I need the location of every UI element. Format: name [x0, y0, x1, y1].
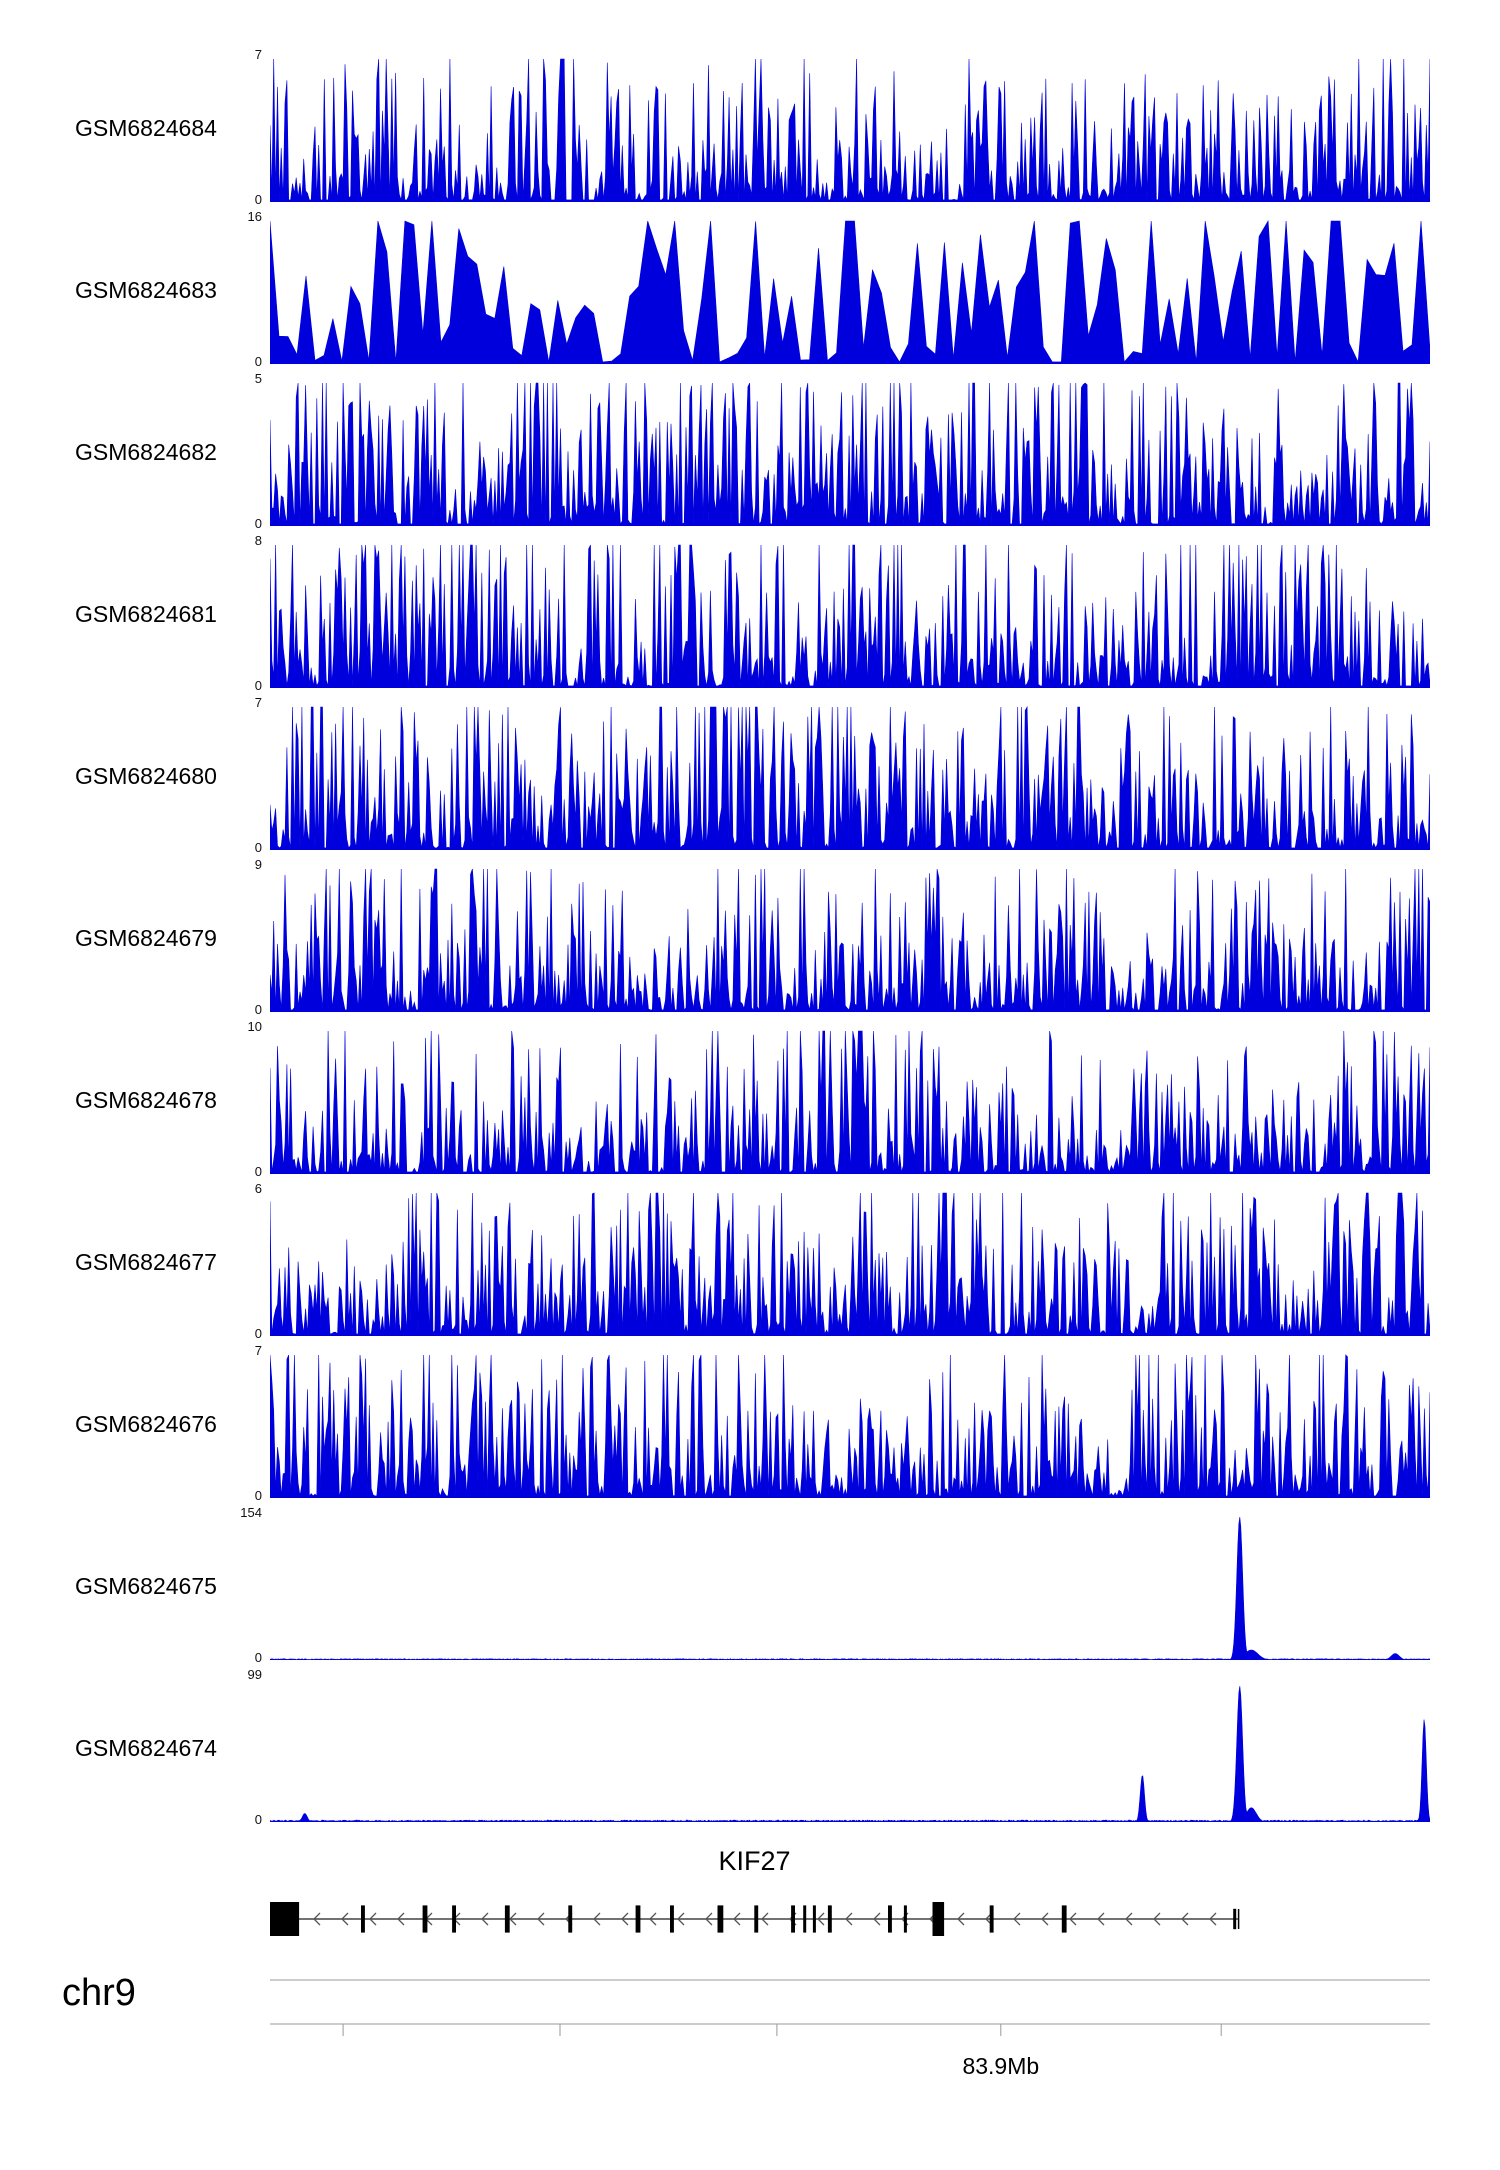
coverage-signal-plot — [270, 703, 1430, 850]
y-max-label: 10 — [247, 1019, 262, 1034]
y-max-label: 154 — [240, 1505, 262, 1520]
signal-area — [270, 1517, 1430, 1660]
gene-model-section: KIF27 — [270, 1846, 1430, 1951]
y-max-label: 7 — [254, 695, 262, 710]
track-row: GSM6824675 154 0 — [0, 1505, 1430, 1665]
y-max-label: 7 — [254, 1343, 262, 1358]
y-zero-label: 0 — [254, 192, 262, 207]
signal-area — [270, 220, 1430, 364]
track-sample-label: GSM6824682 — [75, 439, 217, 465]
track-y-axis: 5 0 — [225, 371, 270, 531]
track-y-axis: 6 0 — [225, 1181, 270, 1341]
y-max-label: 99 — [247, 1667, 262, 1682]
gene-structure-drawing — [270, 1902, 1240, 1936]
track-y-axis: 154 0 — [225, 1505, 270, 1665]
coverage-signal-plot — [270, 217, 1430, 364]
y-max-label: 5 — [254, 371, 262, 386]
track-row: GSM6824684 7 0 — [0, 47, 1430, 207]
coverage-tracks: GSM6824684 7 0 GSM6824683 16 0 GSM682468… — [0, 47, 1430, 1837]
track-sample-label: GSM6824683 — [75, 277, 217, 303]
track-row: GSM6824680 7 0 — [0, 695, 1430, 855]
signal-area — [270, 382, 1430, 526]
coverage-signal-plot — [270, 541, 1430, 688]
coverage-signal-plot — [270, 1675, 1430, 1822]
track-y-axis: 8 0 — [225, 533, 270, 693]
track-y-axis: 9 0 — [225, 857, 270, 1017]
y-zero-label: 0 — [254, 1326, 262, 1341]
coverage-signal-plot — [270, 55, 1430, 202]
y-zero-label: 0 — [254, 516, 262, 531]
track-y-axis: 7 0 — [225, 1343, 270, 1503]
signal-area — [270, 1686, 1430, 1822]
signal-area — [270, 1030, 1430, 1174]
signal-area — [270, 705, 1430, 850]
track-sample-label: GSM6824677 — [75, 1249, 217, 1275]
coordinate-ruler: 83.9Mb — [270, 1972, 1430, 2107]
track-y-axis: 10 0 — [225, 1019, 270, 1179]
track-sample-label: GSM6824676 — [75, 1411, 217, 1437]
gene-model — [270, 1887, 1430, 1951]
track-row: GSM6824674 99 0 — [0, 1667, 1430, 1827]
track-sample-label: GSM6824681 — [75, 601, 217, 627]
signal-area — [270, 1192, 1430, 1336]
ruler-drawing: 83.9Mb — [270, 1979, 1430, 2079]
coverage-signal-plot — [270, 1513, 1430, 1660]
track-row: GSM6824676 7 0 — [0, 1343, 1430, 1503]
track-sample-label: GSM6824675 — [75, 1573, 217, 1599]
coverage-signal-plot — [270, 1351, 1430, 1498]
y-max-label: 7 — [254, 47, 262, 62]
y-max-label: 6 — [254, 1181, 262, 1196]
y-max-label: 8 — [254, 533, 262, 548]
gene-name: KIF27 — [718, 1846, 791, 1876]
chromosome-label: chr9 — [62, 1972, 136, 2014]
y-max-label: 9 — [254, 857, 262, 872]
svg-text:83.9Mb: 83.9Mb — [962, 2053, 1039, 2079]
y-zero-label: 0 — [254, 1812, 262, 1827]
y-zero-label: 0 — [254, 1650, 262, 1665]
y-zero-label: 0 — [254, 1488, 262, 1503]
track-row: GSM6824679 9 0 — [0, 857, 1430, 1017]
track-y-axis: 7 0 — [225, 695, 270, 855]
track-sample-label: GSM6824680 — [75, 763, 217, 789]
track-y-axis: 7 0 — [225, 47, 270, 207]
track-row: GSM6824681 8 0 — [0, 533, 1430, 693]
track-sample-label: GSM6824679 — [75, 925, 217, 951]
track-row: GSM6824682 5 0 — [0, 371, 1430, 531]
coverage-signal-plot — [270, 1189, 1430, 1336]
track-sample-label: GSM6824674 — [75, 1735, 217, 1761]
track-row: GSM6824678 10 0 — [0, 1019, 1430, 1179]
track-row: GSM6824677 6 0 — [0, 1181, 1430, 1341]
track-sample-label: GSM6824684 — [75, 115, 217, 141]
chromosome-ruler-section: chr9 83.9Mb — [0, 1972, 1500, 2142]
coverage-signal-plot — [270, 865, 1430, 1012]
y-zero-label: 0 — [254, 1164, 262, 1179]
track-row: GSM6824683 16 0 — [0, 209, 1430, 369]
signal-area — [270, 58, 1430, 202]
y-zero-label: 0 — [254, 678, 262, 693]
coverage-signal-plot — [270, 1027, 1430, 1174]
y-zero-label: 0 — [254, 354, 262, 369]
coverage-signal-plot — [270, 379, 1430, 526]
track-y-axis: 99 0 — [225, 1667, 270, 1827]
signal-area — [270, 544, 1430, 688]
track-sample-label: GSM6824678 — [75, 1087, 217, 1113]
signal-area — [270, 1354, 1430, 1498]
track-y-axis: 16 0 — [225, 209, 270, 369]
signal-area — [270, 868, 1430, 1012]
y-max-label: 16 — [247, 209, 262, 224]
y-zero-label: 0 — [254, 1002, 262, 1017]
y-zero-label: 0 — [254, 840, 262, 855]
